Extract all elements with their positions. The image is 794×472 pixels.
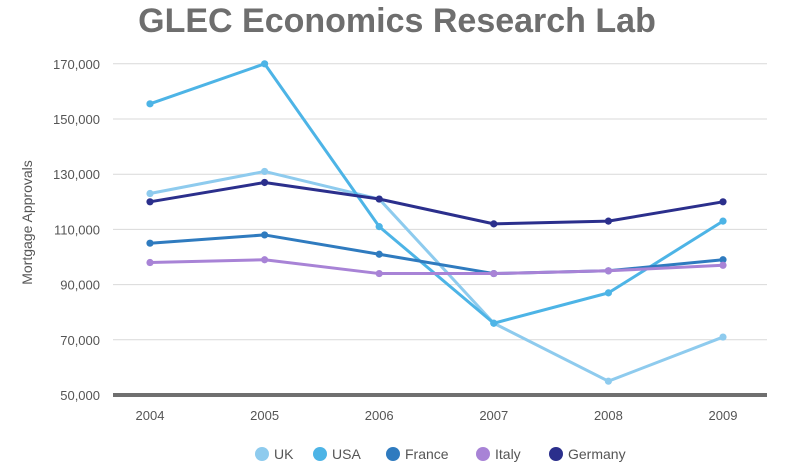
series-lines — [146, 60, 727, 385]
data-point — [604, 217, 613, 225]
data-point — [719, 261, 727, 269]
legend-marker — [549, 447, 563, 461]
data-point — [375, 250, 383, 258]
legend-item-usa: USA — [313, 446, 361, 462]
x-tick-label: 2005 — [250, 408, 279, 423]
legend-label: France — [405, 446, 449, 462]
data-point — [261, 178, 269, 187]
data-point — [604, 289, 613, 297]
data-point — [375, 269, 383, 278]
data-point — [604, 267, 613, 275]
data-point — [146, 239, 154, 247]
y-axis-title: Mortgage Approvals — [19, 160, 35, 285]
series-italy — [146, 256, 727, 278]
y-tick-label: 150,000 — [53, 112, 100, 127]
data-point — [604, 377, 613, 385]
y-tick-label: 130,000 — [53, 167, 100, 182]
x-axis-ticks: 2004 2005 2006 2007 2008 2009 — [136, 408, 738, 423]
data-point — [146, 198, 154, 206]
legend-label: UK — [274, 446, 294, 462]
y-axis-ticks: 50,000 70,000 90,000 110,000 130,000 150,000 1… — [53, 57, 100, 403]
legend-marker — [255, 447, 269, 461]
x-tick-label: 2004 — [136, 408, 165, 423]
data-point — [375, 223, 383, 231]
legend-label: USA — [332, 446, 361, 462]
data-point — [146, 100, 154, 108]
series-line — [149, 258, 724, 276]
legend-marker — [476, 447, 490, 461]
legend-item-germany: Germany — [549, 446, 626, 462]
y-tick-label: 70,000 — [60, 333, 100, 348]
data-point — [490, 220, 498, 228]
series-line — [149, 180, 724, 226]
x-tick-label: 2008 — [594, 408, 623, 423]
legend-label: Italy — [495, 446, 521, 462]
data-point — [719, 333, 727, 341]
y-tick-label: 170,000 — [53, 57, 100, 72]
x-tick-label: 2006 — [365, 408, 394, 423]
data-point — [146, 258, 154, 267]
data-point — [719, 198, 727, 206]
x-tick-label: 2009 — [709, 408, 738, 423]
data-point — [719, 217, 727, 225]
data-point — [261, 60, 269, 68]
legend-marker — [313, 447, 327, 461]
legend-item-france: France — [386, 446, 449, 462]
x-tick-label: 2007 — [479, 408, 508, 423]
legend-marker — [386, 447, 400, 461]
legend-item-italy: Italy — [476, 446, 521, 462]
y-tick-label: 110,000 — [54, 222, 100, 237]
series-line — [149, 169, 724, 383]
series-line — [149, 233, 724, 276]
data-point — [261, 231, 269, 239]
gridlines — [113, 63, 767, 341]
data-point — [375, 195, 383, 203]
data-point — [146, 189, 154, 198]
data-point — [490, 319, 498, 327]
legend-label: Germany — [568, 446, 626, 462]
legend-item-uk: UK — [255, 446, 294, 462]
chart-title: GLEC Economics Research Lab — [138, 2, 656, 40]
data-point — [490, 269, 498, 278]
data-point — [261, 256, 269, 264]
y-tick-label: 50,000 — [60, 388, 100, 403]
series-germany — [146, 178, 727, 228]
series-usa — [146, 60, 727, 327]
legend: UK USA France Italy Germany — [255, 446, 626, 462]
y-tick-label: 90,000 — [60, 278, 100, 293]
data-point — [261, 167, 269, 176]
data-point — [719, 256, 727, 264]
